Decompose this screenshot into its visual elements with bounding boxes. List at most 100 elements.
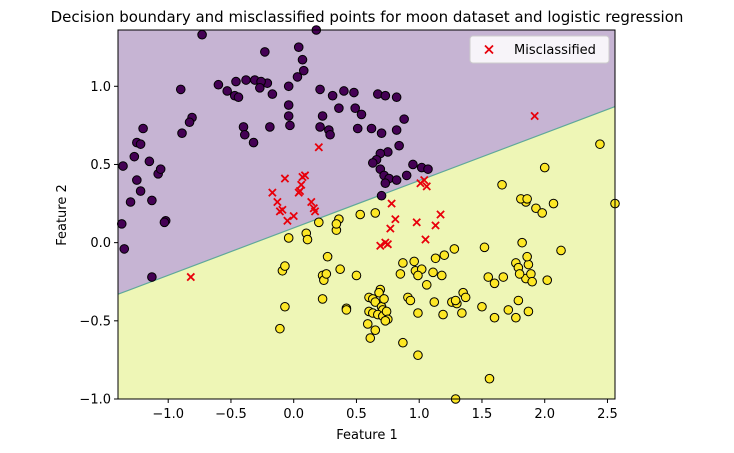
class-0-point: [292, 72, 303, 82]
class-1-point: [413, 270, 423, 281]
class-1-point: [370, 325, 381, 336]
misclassified-marker: [273, 197, 282, 207]
class-0-point: [367, 158, 378, 168]
x-tick-label: 2.0: [534, 407, 555, 422]
y-tick-label: −0.5: [79, 314, 111, 329]
class-1-point: [341, 305, 352, 315]
class-1-point: [405, 295, 416, 306]
class-1-point: [517, 237, 527, 248]
class-1-point: [381, 306, 392, 317]
misclassified-marker: [412, 218, 421, 227]
class-0-point: [248, 137, 259, 148]
class-0-point: [315, 84, 325, 95]
class-0-point: [119, 244, 130, 254]
class-1-point: [413, 308, 423, 318]
class-0-point: [231, 76, 241, 87]
misclassified-marker: [300, 171, 310, 180]
y-tick-label: −1.0: [79, 393, 111, 408]
class-1-point: [497, 179, 507, 190]
class-1-point: [355, 209, 366, 220]
class-0-point: [175, 84, 186, 95]
class-0-point: [283, 81, 294, 92]
class-1-point: [275, 323, 285, 334]
misclassified-marker: [422, 182, 431, 191]
class-0-point: [116, 219, 127, 229]
x-tick-label: 0.0: [283, 407, 304, 422]
class-1-point: [450, 295, 461, 306]
class-0-point: [349, 87, 359, 98]
class-1-point: [537, 208, 548, 218]
class-1-point: [314, 217, 324, 228]
class-0-point: [408, 159, 418, 170]
misclassified-marker: [530, 111, 539, 121]
class-1-point: [413, 350, 423, 361]
misclassified-marker: [383, 239, 393, 249]
class-1-point: [380, 316, 391, 326]
class-0-point: [339, 86, 349, 96]
y-axis-label: Feature 2: [55, 184, 70, 246]
class-1-point: [483, 272, 494, 282]
x-tick-label: 1.0: [409, 407, 430, 422]
class-1-point: [514, 269, 525, 279]
y-axis-ticks: −1.0 −0.5 0.0 0.5 1.0: [79, 80, 118, 408]
class-0-point: [356, 109, 367, 120]
class-0-point: [147, 272, 157, 282]
misclassified-marker: [387, 199, 396, 208]
class-0-point: [238, 122, 249, 132]
class-1-point: [280, 261, 290, 271]
class-0-point: [423, 164, 433, 174]
class-1-point: [335, 264, 345, 275]
class-0-point: [177, 128, 187, 138]
class-0-point: [233, 92, 244, 103]
class-0-point: [391, 92, 402, 103]
class-0-point: [147, 195, 157, 206]
class-1-point: [489, 312, 500, 323]
class-0-point: [376, 128, 387, 138]
class-1-point: [522, 194, 532, 204]
class-1-point: [457, 308, 467, 318]
class-1-point: [539, 162, 550, 173]
misclassified-marker: [309, 204, 319, 213]
axes-frame: [117, 29, 616, 400]
misclassified-marker: [419, 175, 429, 185]
class-1-point: [542, 275, 553, 285]
class-1-point: [365, 333, 376, 343]
x-axis-label: Feature 1: [336, 428, 398, 443]
class-0-point: [265, 122, 275, 132]
class-1-point: [430, 253, 441, 264]
x-tick-label: 1.5: [472, 407, 493, 422]
class-1-point: [527, 276, 537, 287]
class-0-point: [380, 90, 391, 101]
class-0-point: [135, 139, 146, 149]
class-0-point: [394, 140, 404, 151]
class-0-point: [197, 29, 207, 40]
class-0-point: [285, 120, 295, 131]
x-tick-label: −0.5: [215, 407, 247, 422]
class-1-point: [556, 245, 566, 256]
class-1-point: [484, 373, 495, 384]
misclassified-marker: [386, 224, 395, 233]
misclassified-marker: [376, 241, 385, 251]
class-0-point: [239, 129, 250, 140]
class-0-point: [213, 79, 224, 90]
class-0-point: [317, 111, 328, 121]
misclassified-marker: [436, 210, 445, 219]
class-1-point: [479, 242, 490, 253]
class-1-point: [398, 258, 408, 268]
x-tick-label: −1.0: [152, 407, 184, 422]
class-1-point: [379, 294, 389, 304]
class-1-point: [523, 259, 534, 270]
class-0-point: [293, 42, 304, 52]
class-1-point: [477, 301, 487, 312]
class-1-point: [302, 234, 313, 245]
misclassified-markers: [186, 111, 539, 282]
class-1-point: [370, 208, 381, 218]
x-axis-ticks: −1.0 −0.5 0.0 0.5 1.0 1.5 2.0 2.5: [152, 399, 618, 422]
class-1-point: [548, 198, 559, 209]
class-0-point: [334, 103, 344, 113]
class-1-point: [398, 337, 408, 348]
class-0-point: [327, 90, 338, 101]
class-0-point: [138, 123, 148, 134]
misclassified-marker: [280, 174, 290, 183]
misclassified-marker: [431, 221, 440, 230]
